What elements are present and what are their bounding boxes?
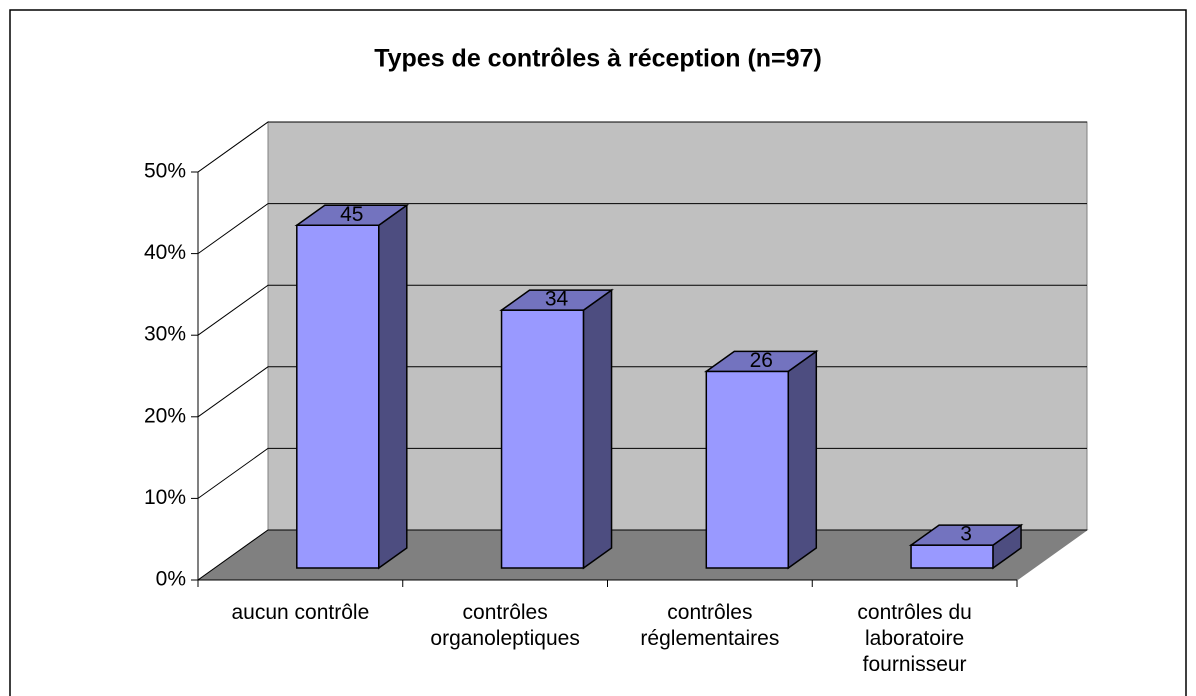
data-label: 45	[340, 203, 363, 226]
y-tick-label: 40%	[144, 241, 186, 264]
bar-front	[705, 370, 790, 569]
grid-line	[197, 121, 1087, 173]
y-tick-label: 10%	[144, 486, 186, 509]
bar-front	[296, 224, 380, 569]
y-tick-label: 20%	[144, 404, 186, 427]
grid-line	[197, 203, 1087, 255]
bar-top	[294, 204, 410, 227]
bar-side	[787, 349, 818, 570]
bar-top	[703, 350, 819, 373]
x-tick-label: aucun contrôle	[231, 601, 370, 624]
chart-title: Types de contrôles à réception (n=97)	[374, 45, 822, 73]
y-tick-label: 50%	[144, 160, 186, 183]
x-tick-label: contrôles du laboratoire fournisseur	[857, 601, 972, 676]
data-label: 3	[960, 523, 972, 546]
y-tick-label: 30%	[144, 323, 186, 346]
x-tick-label: contrôles organoleptiques	[430, 601, 580, 650]
data-label: 26	[750, 349, 773, 372]
x-tick-label: contrôles réglementaires	[640, 601, 780, 650]
data-label: 34	[545, 288, 569, 311]
bar-top	[499, 289, 614, 311]
y-tick-label: 0%	[156, 568, 186, 591]
side-wall	[197, 121, 269, 581]
bar-side	[378, 203, 408, 570]
bar-side	[582, 288, 613, 570]
bar-front	[500, 309, 585, 569]
bar-front	[910, 544, 994, 569]
bar-top	[908, 524, 1024, 546]
grid-line	[197, 284, 1087, 336]
